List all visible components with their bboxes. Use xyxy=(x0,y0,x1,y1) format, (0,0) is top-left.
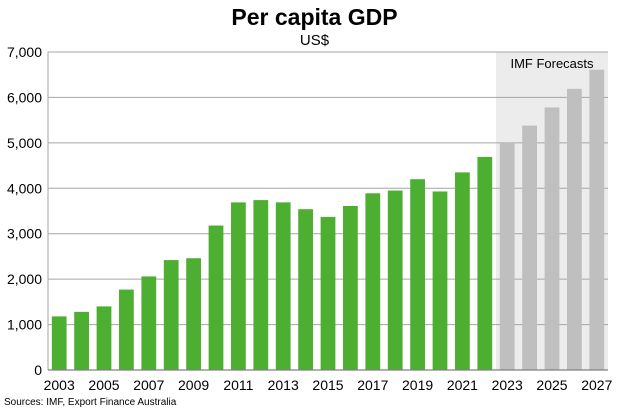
y-tick-label: 0 xyxy=(34,362,42,378)
x-tick-label: 2019 xyxy=(402,377,433,393)
x-tick-label: 2003 xyxy=(44,377,75,393)
x-tick-label: 2025 xyxy=(536,377,567,393)
x-tick-label: 2007 xyxy=(133,377,164,393)
x-tick-label: 2017 xyxy=(357,377,388,393)
y-tick-label: 7,000 xyxy=(7,44,42,60)
bar-2010 xyxy=(208,225,224,370)
x-tick-label: 2005 xyxy=(88,377,119,393)
forecast-label: IMF Forecasts xyxy=(510,56,594,71)
source-note: Sources: IMF, Export Finance Australia xyxy=(4,397,177,408)
forecast-bar-2026 xyxy=(567,88,582,370)
bar-2016 xyxy=(343,206,358,370)
bar-2007 xyxy=(141,276,157,370)
bar-2020 xyxy=(432,191,448,370)
bar-2011 xyxy=(231,202,246,370)
bar-2018 xyxy=(387,190,403,370)
y-tick-label: 6,000 xyxy=(7,89,42,105)
x-tick-label: 2023 xyxy=(492,377,523,393)
bar-2012 xyxy=(253,200,269,370)
x-tick-label: 2013 xyxy=(268,377,299,393)
bar-2003 xyxy=(51,316,67,370)
bar-2013 xyxy=(275,202,291,370)
y-tick-label: 3,000 xyxy=(7,226,42,242)
bars xyxy=(51,69,605,371)
bar-2022 xyxy=(477,156,493,370)
forecast-bar-2023 xyxy=(499,142,515,370)
x-tick-label: 2015 xyxy=(312,377,343,393)
bar-2015 xyxy=(320,216,336,370)
y-tick-label: 1,000 xyxy=(7,317,42,333)
x-tick-label: 2009 xyxy=(178,377,209,393)
forecast-bar-2027 xyxy=(589,69,605,371)
bar-2014 xyxy=(298,209,313,370)
bar-2019 xyxy=(410,179,425,370)
bar-2009 xyxy=(186,258,201,370)
x-tick-label: 2027 xyxy=(581,377,612,393)
forecast-bar-2024 xyxy=(522,125,537,370)
y-tick-label: 5,000 xyxy=(7,135,42,151)
y-tick-label: 2,000 xyxy=(7,271,42,287)
bar-2006 xyxy=(119,289,134,370)
y-axis-labels: 0 1,000 2,000 3,000 4,000 5,000 6,000 7,000 xyxy=(7,44,42,378)
bar-2008 xyxy=(163,260,179,370)
forecast-bar-2025 xyxy=(544,107,560,371)
x-tick-label: 2011 xyxy=(223,377,253,393)
chart-title: Per capita GDP xyxy=(231,4,398,30)
y-tick-label: 4,000 xyxy=(7,180,42,196)
bar-2004 xyxy=(74,311,89,370)
bar-2005 xyxy=(96,306,112,370)
chart-subtitle: US$ xyxy=(299,32,330,49)
x-tick-label: 2021 xyxy=(447,377,478,393)
bar-2021 xyxy=(455,172,470,370)
bar-2017 xyxy=(365,193,381,370)
x-axis-labels: 2003 2005 2007 2009 2011 2013 2015 2017 2019 2021… xyxy=(44,377,613,393)
